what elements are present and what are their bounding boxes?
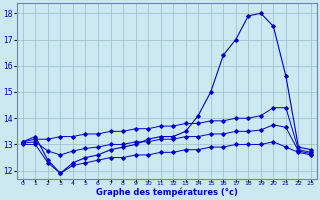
X-axis label: Graphe des températures (°c): Graphe des températures (°c) [96, 188, 238, 197]
